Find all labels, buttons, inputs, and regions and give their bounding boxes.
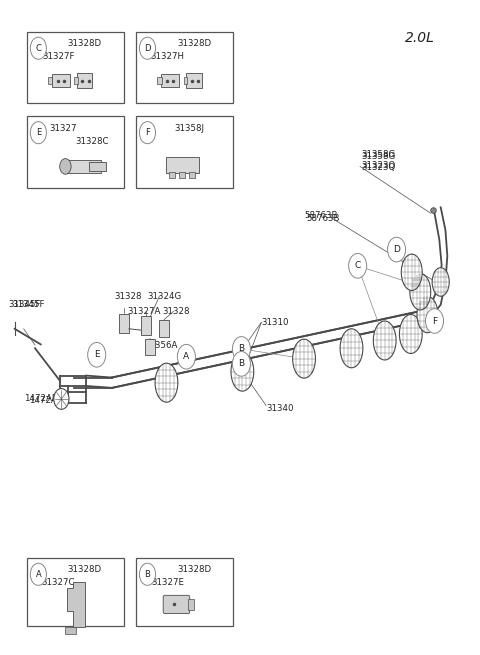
Text: 31327H: 31327H — [151, 52, 185, 61]
Bar — [136, 558, 233, 626]
Text: 31358G
31323Q: 31358G 31323Q — [361, 152, 395, 172]
Bar — [65, 160, 101, 173]
Ellipse shape — [417, 296, 438, 333]
Text: D: D — [144, 44, 151, 53]
Text: 31328: 31328 — [163, 307, 190, 316]
Bar — [26, 558, 124, 626]
Bar — [89, 162, 106, 171]
Circle shape — [139, 122, 156, 143]
Bar — [141, 316, 151, 335]
Text: 31327: 31327 — [50, 124, 77, 132]
Bar — [119, 314, 129, 333]
Text: A: A — [36, 570, 41, 579]
Text: 31327A: 31327A — [127, 307, 160, 316]
Bar — [74, 77, 78, 84]
Bar — [145, 339, 155, 356]
Text: C: C — [355, 261, 361, 271]
Circle shape — [54, 388, 69, 409]
Text: 31310: 31310 — [261, 318, 289, 327]
Text: 1472AE: 1472AE — [24, 394, 58, 403]
Text: C: C — [36, 44, 41, 53]
Polygon shape — [65, 627, 76, 633]
Text: A: A — [183, 352, 190, 361]
Ellipse shape — [155, 364, 178, 402]
Text: 31328C: 31328C — [76, 137, 109, 145]
Text: 31328D: 31328D — [177, 565, 211, 574]
Circle shape — [348, 253, 367, 278]
Text: 58763B: 58763B — [306, 214, 340, 223]
Bar — [51, 74, 70, 87]
Circle shape — [232, 352, 251, 376]
Circle shape — [387, 237, 406, 262]
Text: 31340: 31340 — [266, 403, 294, 413]
Bar — [159, 320, 169, 337]
Bar — [188, 599, 194, 610]
Circle shape — [232, 337, 251, 362]
Bar — [183, 77, 187, 84]
Circle shape — [30, 563, 47, 586]
Text: 31356A: 31356A — [144, 341, 178, 350]
Bar — [180, 172, 185, 178]
Ellipse shape — [432, 268, 449, 296]
Circle shape — [30, 122, 47, 143]
Bar — [77, 73, 93, 88]
Text: 31328: 31328 — [114, 292, 142, 301]
Text: 31328D: 31328D — [68, 565, 102, 574]
Bar — [166, 157, 199, 173]
Text: 31345F: 31345F — [9, 300, 41, 309]
Circle shape — [60, 159, 71, 174]
Text: B: B — [239, 360, 244, 368]
Bar — [157, 77, 162, 84]
FancyBboxPatch shape — [163, 595, 190, 614]
Ellipse shape — [340, 329, 363, 367]
Bar — [186, 73, 202, 88]
Bar — [26, 117, 124, 188]
Text: E: E — [36, 128, 41, 137]
Text: 31358J: 31358J — [174, 124, 204, 132]
Text: F: F — [145, 128, 150, 137]
Text: 1472AE: 1472AE — [29, 396, 62, 405]
Text: B: B — [239, 345, 244, 354]
Text: 31358G
31323Q: 31358G 31323Q — [361, 150, 395, 170]
Ellipse shape — [373, 321, 396, 360]
Text: 58763B: 58763B — [304, 212, 337, 220]
Ellipse shape — [231, 352, 254, 391]
Bar — [161, 74, 179, 87]
Bar — [190, 172, 195, 178]
Circle shape — [425, 309, 444, 333]
Ellipse shape — [410, 274, 431, 310]
Circle shape — [178, 345, 195, 369]
Text: 31327E: 31327E — [151, 578, 184, 588]
Ellipse shape — [399, 314, 422, 354]
Polygon shape — [67, 582, 85, 627]
Text: F: F — [432, 316, 437, 326]
Bar — [136, 32, 233, 103]
Bar — [169, 172, 175, 178]
Ellipse shape — [293, 339, 315, 378]
Text: 31327F: 31327F — [42, 52, 75, 61]
Bar — [48, 77, 52, 84]
Text: 31345F: 31345F — [12, 300, 45, 309]
Text: 31328D: 31328D — [68, 39, 102, 48]
Circle shape — [139, 563, 156, 586]
Ellipse shape — [401, 254, 422, 290]
Circle shape — [88, 343, 106, 367]
Bar — [26, 32, 124, 103]
Bar — [136, 117, 233, 188]
Circle shape — [139, 37, 156, 60]
Text: 2.0L: 2.0L — [405, 31, 435, 45]
Text: E: E — [94, 350, 99, 360]
Text: 31328D: 31328D — [177, 39, 211, 48]
Text: B: B — [144, 570, 150, 579]
Text: 31327C: 31327C — [42, 578, 75, 588]
Text: D: D — [393, 245, 400, 254]
Text: 31324G: 31324G — [147, 292, 182, 301]
Circle shape — [30, 37, 47, 60]
